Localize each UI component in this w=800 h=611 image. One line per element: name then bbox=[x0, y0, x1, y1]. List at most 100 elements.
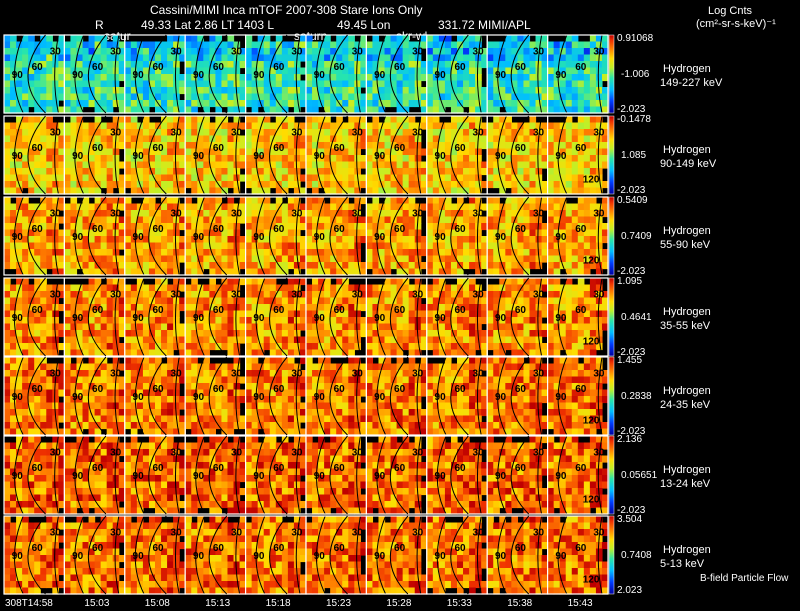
image-cell bbox=[433, 116, 440, 123]
image-cell bbox=[197, 324, 204, 331]
image-cell bbox=[64, 168, 71, 175]
image-cell bbox=[403, 298, 410, 305]
image-cell bbox=[52, 149, 59, 156]
image-cell bbox=[330, 317, 337, 324]
image-cell bbox=[385, 142, 392, 149]
image-cell bbox=[445, 100, 452, 107]
image-cell bbox=[131, 100, 138, 107]
image-cell bbox=[306, 181, 313, 188]
image-cell bbox=[306, 175, 313, 182]
contour-label: 90 bbox=[193, 151, 205, 162]
image-cell bbox=[258, 61, 265, 68]
image-cell bbox=[22, 409, 29, 416]
image-cell bbox=[215, 55, 222, 62]
image-cell bbox=[391, 123, 398, 130]
image-cell bbox=[451, 116, 458, 123]
image-cell bbox=[288, 81, 295, 88]
image-cell bbox=[312, 285, 319, 292]
image-cell bbox=[10, 48, 17, 55]
image-cell bbox=[427, 81, 434, 88]
image-cell bbox=[46, 175, 53, 182]
image-cell bbox=[548, 87, 555, 94]
image-cell bbox=[324, 330, 331, 337]
image-cell bbox=[330, 48, 337, 55]
image-cell bbox=[64, 94, 71, 101]
image-cell bbox=[276, 74, 283, 81]
image-cell bbox=[342, 236, 349, 243]
image-cell bbox=[457, 197, 464, 204]
image-cell bbox=[566, 311, 573, 318]
image-cell bbox=[548, 311, 555, 318]
image-cell bbox=[125, 81, 132, 88]
image-cell bbox=[523, 262, 530, 269]
image-cell bbox=[294, 304, 301, 311]
image-cell bbox=[197, 142, 204, 149]
image-cell bbox=[101, 181, 108, 188]
image-cell bbox=[34, 55, 41, 62]
image-cell bbox=[336, 330, 343, 337]
image-cell bbox=[590, 304, 597, 311]
image-cell bbox=[463, 136, 470, 143]
image-cell bbox=[487, 337, 494, 344]
image-cell bbox=[536, 236, 543, 243]
image-cell bbox=[523, 48, 530, 55]
image-cell bbox=[391, 197, 398, 204]
image-cell bbox=[324, 55, 331, 62]
image-cell bbox=[354, 149, 361, 156]
image-cell bbox=[342, 42, 349, 49]
image-cell bbox=[227, 149, 234, 156]
image-cell bbox=[227, 74, 234, 81]
image-cell bbox=[596, 223, 603, 230]
image-cell bbox=[46, 256, 53, 263]
image-cell bbox=[548, 94, 555, 101]
image-cell bbox=[572, 243, 579, 250]
image-cell bbox=[4, 87, 11, 94]
image-cell bbox=[101, 337, 108, 344]
image-cell bbox=[397, 35, 404, 42]
image-cell bbox=[215, 197, 222, 204]
image-cell bbox=[578, 210, 585, 217]
image-cell bbox=[427, 243, 434, 250]
image-cell bbox=[312, 262, 319, 269]
image-cell bbox=[95, 217, 102, 224]
image-cell bbox=[523, 317, 530, 324]
image-cell bbox=[143, 162, 150, 169]
image-cell bbox=[264, 61, 271, 68]
image-cell bbox=[197, 162, 204, 169]
image-cell bbox=[445, 223, 452, 230]
image-cell bbox=[306, 210, 313, 217]
image-cell bbox=[89, 129, 96, 136]
image-cell bbox=[560, 304, 567, 311]
image-cell bbox=[554, 262, 561, 269]
image-cell bbox=[572, 330, 579, 337]
image-cell bbox=[101, 123, 108, 130]
image-cell bbox=[173, 181, 180, 188]
image-cell bbox=[173, 311, 180, 318]
image-cell bbox=[517, 87, 524, 94]
image-cell bbox=[4, 383, 11, 390]
image-cell bbox=[324, 204, 331, 211]
image-cell bbox=[517, 330, 524, 337]
image-cell bbox=[76, 162, 83, 169]
image-cell bbox=[10, 175, 17, 182]
image-cell bbox=[227, 230, 234, 237]
image-cell bbox=[378, 87, 385, 94]
image-cell bbox=[282, 236, 289, 243]
image-cell bbox=[463, 94, 470, 101]
image-cell bbox=[312, 175, 319, 182]
image-cell bbox=[294, 262, 301, 269]
image-cell bbox=[22, 416, 29, 423]
image-cell bbox=[246, 94, 253, 101]
image-cell bbox=[318, 324, 325, 331]
image-cell bbox=[523, 94, 530, 101]
channel-row-0: 9060309060309060309060309060309060309060… bbox=[0, 35, 614, 114]
image-cell bbox=[566, 330, 573, 337]
image-cell bbox=[433, 210, 440, 217]
image-cell bbox=[95, 243, 102, 250]
image-cell bbox=[95, 298, 102, 305]
image-cell bbox=[385, 337, 392, 344]
channel-row-4: 9060309060309060309060309060309060309060… bbox=[0, 357, 614, 436]
image-cell bbox=[385, 48, 392, 55]
image-cell bbox=[590, 149, 597, 156]
image-cell bbox=[433, 243, 440, 250]
